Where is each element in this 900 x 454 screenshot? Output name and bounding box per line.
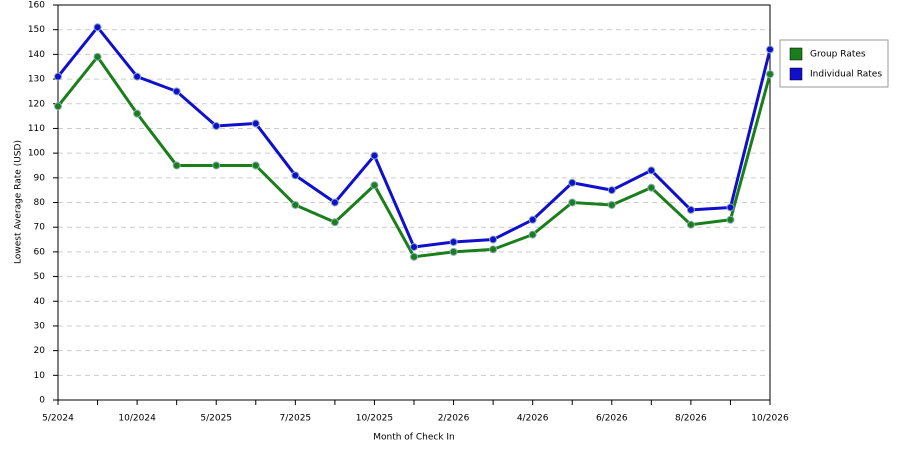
data-point (291, 171, 300, 180)
data-point (251, 119, 260, 128)
data-point (93, 23, 102, 32)
data-point (607, 186, 616, 195)
data-point (489, 245, 498, 254)
y-tick-label: 100 (28, 149, 45, 159)
y-tick-label: 10 (34, 371, 46, 381)
x-tick-label: 4/2026 (517, 414, 549, 424)
data-point (54, 72, 62, 81)
legend-swatch (789, 67, 803, 81)
y-tick-label: 0 (39, 396, 45, 406)
data-point (766, 45, 774, 54)
data-point (93, 52, 102, 61)
data-point (686, 205, 695, 214)
data-point (330, 218, 339, 227)
data-point (686, 220, 695, 229)
data-point (528, 215, 537, 224)
data-point (54, 102, 62, 111)
y-tick-label: 110 (28, 124, 45, 134)
data-point (766, 70, 774, 79)
legend-swatch (789, 47, 803, 61)
data-point (449, 247, 458, 256)
y-tick-label: 70 (34, 223, 46, 233)
y-tick-label: 140 (28, 50, 45, 60)
data-point (133, 72, 142, 81)
data-point (607, 200, 616, 209)
data-point (172, 161, 181, 170)
x-tick-label: 5/2025 (200, 414, 232, 424)
x-tick-label: 10/2025 (356, 414, 393, 424)
x-tick-label: 8/2026 (675, 414, 707, 424)
y-tick-label: 50 (34, 272, 46, 282)
y-tick-label: 20 (34, 346, 46, 356)
data-point (568, 178, 577, 187)
data-point (212, 161, 221, 170)
data-point (410, 242, 418, 251)
y-tick-label: 60 (34, 247, 46, 257)
x-tick-label: 7/2025 (279, 414, 311, 424)
data-point (251, 161, 260, 170)
x-axis-title: Month of Check In (373, 433, 455, 443)
y-tick-label: 160 (28, 1, 45, 11)
y-tick-label: 150 (28, 25, 45, 35)
data-point (212, 121, 221, 130)
y-axis-title: Lowest Average Rate (USD) (14, 140, 24, 264)
x-tick-label: 2/2026 (438, 414, 470, 424)
data-point (370, 181, 379, 190)
x-tick-label: 6/2026 (596, 414, 628, 424)
legend-label: Individual Rates (810, 70, 882, 80)
data-point (647, 183, 656, 192)
x-tick-label: 10/2026 (751, 414, 789, 424)
y-tick-label: 90 (34, 173, 46, 183)
data-point (528, 230, 537, 239)
data-point (172, 87, 181, 96)
data-point (410, 252, 418, 261)
y-tick-label: 80 (34, 198, 46, 208)
data-point (330, 198, 339, 207)
data-point (449, 238, 458, 246)
legend-label: Group Rates (810, 50, 866, 60)
data-point (726, 203, 735, 212)
x-tick-label: 5/2024 (42, 414, 74, 424)
data-point (647, 166, 656, 175)
data-point (568, 198, 577, 207)
y-tick-label: 40 (34, 297, 46, 307)
x-tick-label: 10/2024 (118, 414, 156, 424)
series-line (56, 24, 772, 249)
y-tick-label: 30 (34, 321, 46, 331)
y-tick-label: 130 (28, 75, 45, 85)
data-point (291, 200, 300, 209)
data-point (370, 151, 379, 160)
y-tick-label: 120 (28, 99, 45, 109)
data-point (133, 109, 142, 118)
data-point (489, 235, 498, 244)
data-point (726, 215, 735, 224)
